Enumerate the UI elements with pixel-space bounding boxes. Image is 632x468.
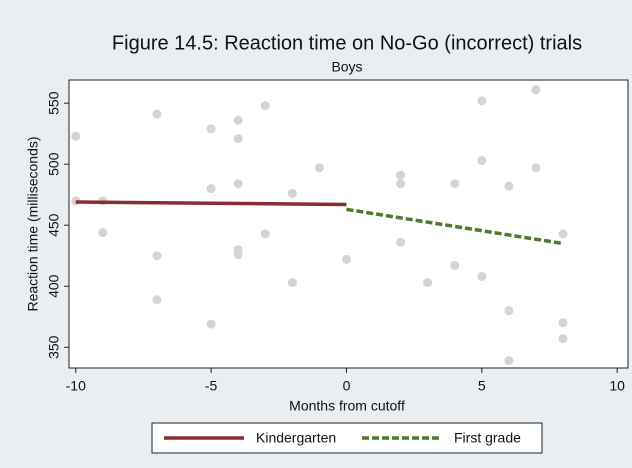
scatter-point (477, 271, 487, 281)
scatter-point (152, 295, 162, 305)
y-axis-label: Reaction time (milliseconds) (25, 136, 41, 311)
scatter-point (558, 334, 568, 344)
scatter-point (423, 278, 433, 288)
scatter-point (233, 250, 243, 260)
x-tick-label: -10 (66, 378, 86, 394)
scatter-point (477, 156, 487, 166)
x-tick-label: 5 (478, 378, 486, 394)
scatter-point (152, 109, 162, 119)
chart-title: Figure 14.5: Reaction time on No-Go (inc… (112, 32, 582, 54)
scatter-point (206, 319, 216, 329)
y-tick-label: 550 (46, 91, 62, 115)
scatter-point (558, 318, 568, 328)
scatter-point (260, 229, 270, 239)
series-line (346, 207, 564, 246)
scatter-point (152, 251, 162, 261)
scatter-point (558, 229, 568, 239)
plot-area (68, 79, 629, 369)
scatter-point (287, 278, 297, 288)
scatter-point (287, 188, 297, 198)
scatter-point (206, 124, 216, 134)
scatter-point (450, 260, 460, 270)
scatter-point (206, 184, 216, 194)
scatter-point (504, 181, 514, 191)
scatter-point (233, 115, 243, 125)
y-tick-label: 350 (46, 335, 62, 359)
scatter-point (477, 96, 487, 106)
legend-label: First grade (454, 430, 521, 446)
scatter-point (504, 306, 514, 316)
legend-label: Kindergarten (256, 430, 336, 446)
scatter-point (71, 131, 81, 141)
x-tick-label: 10 (609, 378, 625, 394)
scatter-point (341, 254, 351, 264)
scatter-point (504, 356, 514, 366)
scatter-point (233, 134, 243, 144)
scatter-point (531, 163, 541, 173)
scatter-point (531, 85, 541, 95)
scatter-point (233, 179, 243, 189)
scatter-point (396, 237, 406, 247)
chart-subtitle: Boys (331, 59, 362, 75)
series-line (75, 200, 347, 207)
x-tick-label: 0 (343, 378, 351, 394)
scatter-point (396, 179, 406, 189)
x-tick-label: -5 (205, 378, 218, 394)
y-tick-label: 450 (46, 213, 62, 237)
y-tick-label: 400 (46, 274, 62, 298)
scatter-point (396, 170, 406, 180)
scatter-point (314, 163, 324, 173)
x-axis-label: Months from cutoff (289, 398, 405, 414)
y-tick-label: 500 (46, 152, 62, 176)
scatter-point (450, 179, 460, 189)
scatter-point (260, 101, 270, 111)
scatter-point (98, 228, 108, 238)
